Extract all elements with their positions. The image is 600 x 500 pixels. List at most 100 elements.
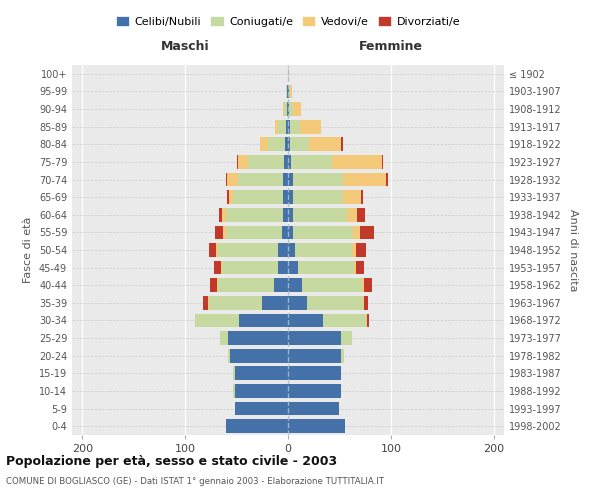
- Bar: [196, 314, 288, 328]
- Bar: [288, 102, 293, 116]
- Bar: [288, 208, 293, 222]
- Bar: [288, 102, 301, 116]
- Bar: [278, 243, 288, 257]
- Bar: [288, 296, 364, 310]
- Bar: [235, 402, 288, 415]
- Text: Popolazione per età, sesso e stato civile - 2003: Popolazione per età, sesso e stato civil…: [6, 455, 337, 468]
- Bar: [283, 102, 288, 116]
- Bar: [226, 208, 288, 222]
- Bar: [288, 243, 295, 257]
- Bar: [288, 138, 308, 151]
- Bar: [288, 314, 369, 328]
- Bar: [262, 296, 288, 310]
- Bar: [209, 243, 288, 257]
- Bar: [230, 349, 288, 362]
- Bar: [288, 120, 301, 134]
- Bar: [275, 120, 288, 134]
- Bar: [288, 402, 340, 415]
- Bar: [227, 190, 288, 204]
- Bar: [288, 120, 321, 134]
- Bar: [288, 260, 298, 274]
- Bar: [288, 172, 343, 186]
- Y-axis label: Fasce di età: Fasce di età: [23, 217, 33, 283]
- Bar: [217, 278, 288, 292]
- Bar: [287, 102, 288, 116]
- Bar: [288, 402, 340, 415]
- Bar: [288, 366, 341, 380]
- Bar: [288, 190, 361, 204]
- Bar: [288, 260, 356, 274]
- Bar: [215, 226, 288, 239]
- Bar: [288, 208, 365, 222]
- Bar: [226, 420, 288, 433]
- Bar: [233, 384, 288, 398]
- Bar: [288, 102, 301, 116]
- Bar: [288, 84, 290, 98]
- Bar: [235, 366, 288, 380]
- Bar: [288, 172, 386, 186]
- Bar: [282, 226, 288, 239]
- Bar: [288, 172, 388, 186]
- Bar: [288, 420, 344, 433]
- Bar: [288, 226, 353, 239]
- Bar: [288, 120, 321, 134]
- Bar: [288, 402, 340, 415]
- Bar: [288, 260, 354, 274]
- Bar: [288, 331, 352, 345]
- Bar: [288, 278, 362, 292]
- Bar: [218, 243, 288, 257]
- Bar: [288, 226, 374, 239]
- Bar: [288, 420, 344, 433]
- Bar: [239, 314, 288, 328]
- Bar: [275, 120, 288, 134]
- Bar: [283, 102, 288, 116]
- Bar: [229, 349, 288, 362]
- Bar: [288, 331, 352, 345]
- Bar: [288, 155, 291, 169]
- Bar: [283, 190, 288, 204]
- Bar: [286, 84, 288, 98]
- Bar: [233, 384, 288, 398]
- Bar: [214, 260, 288, 274]
- Bar: [288, 190, 363, 204]
- Bar: [288, 208, 357, 222]
- Bar: [288, 138, 290, 151]
- Bar: [286, 84, 288, 98]
- Bar: [288, 402, 340, 415]
- Bar: [288, 84, 292, 98]
- Bar: [235, 402, 288, 415]
- Bar: [288, 243, 366, 257]
- Bar: [288, 278, 373, 292]
- Bar: [223, 226, 288, 239]
- Bar: [288, 384, 341, 398]
- Bar: [233, 366, 288, 380]
- Bar: [288, 296, 363, 310]
- Bar: [288, 67, 289, 80]
- Bar: [288, 314, 323, 328]
- Bar: [235, 402, 288, 415]
- Bar: [288, 384, 341, 398]
- Bar: [288, 138, 341, 151]
- Bar: [288, 226, 293, 239]
- Bar: [288, 226, 360, 239]
- Bar: [238, 155, 288, 169]
- Bar: [288, 155, 383, 169]
- Bar: [235, 402, 288, 415]
- Bar: [220, 331, 288, 345]
- Bar: [196, 314, 288, 328]
- Bar: [226, 420, 288, 433]
- Bar: [238, 172, 288, 186]
- Bar: [278, 260, 288, 274]
- Bar: [285, 138, 288, 151]
- Bar: [288, 67, 289, 80]
- Bar: [288, 243, 352, 257]
- Bar: [286, 84, 288, 98]
- Bar: [288, 278, 302, 292]
- Bar: [288, 155, 332, 169]
- Bar: [288, 366, 341, 380]
- Bar: [283, 208, 288, 222]
- Text: Femmine: Femmine: [359, 40, 423, 52]
- Bar: [287, 84, 288, 98]
- Bar: [288, 208, 347, 222]
- Bar: [288, 349, 344, 362]
